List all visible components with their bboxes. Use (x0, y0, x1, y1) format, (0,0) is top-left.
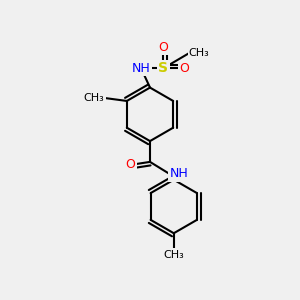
Text: O: O (179, 62, 189, 75)
Text: CH₃: CH₃ (84, 93, 104, 103)
Text: S: S (158, 61, 168, 75)
Text: CH₃: CH₃ (164, 250, 184, 260)
Text: CH₃: CH₃ (189, 48, 209, 59)
Text: O: O (158, 41, 168, 54)
Text: NH: NH (132, 62, 151, 75)
Text: O: O (126, 158, 136, 171)
Text: NH: NH (169, 167, 188, 180)
